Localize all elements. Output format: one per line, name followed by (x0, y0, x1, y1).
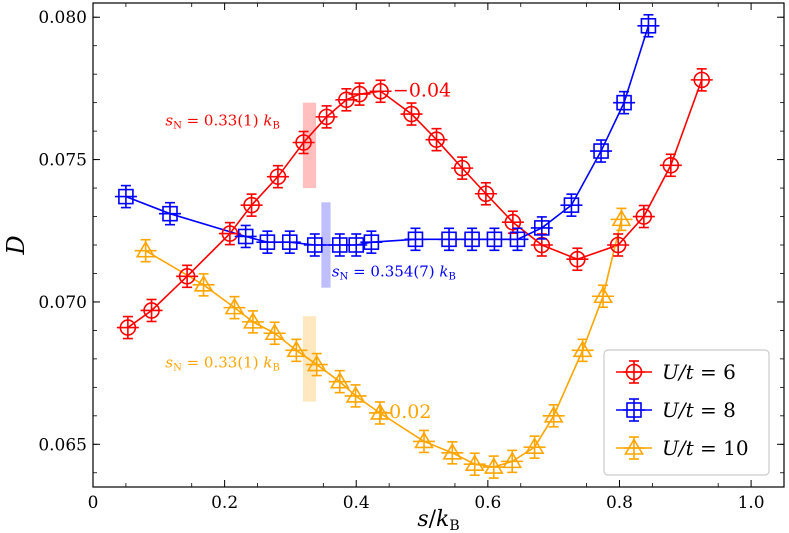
transition-band-0 (302, 102, 317, 189)
data-point-2-11 (441, 441, 464, 465)
data-point-0-19 (632, 204, 655, 229)
data-point-0-3 (218, 221, 241, 246)
data-point-0-20 (659, 153, 682, 178)
data-point-2-9 (368, 401, 391, 425)
data-point-2-1 (192, 273, 215, 297)
data-point-2-12 (463, 452, 486, 477)
x-axis-label: s/kB (417, 507, 459, 533)
legend-label-1: U/t = 8 (662, 398, 736, 422)
data-point-0-12 (425, 127, 448, 152)
data-point-1-14 (530, 216, 553, 240)
sn-label-u6: sN = 0.33(1) kB (165, 111, 279, 131)
data-point-0-7 (315, 105, 338, 129)
y-tick-label-0: 0.065 (38, 435, 87, 455)
legend-box (603, 349, 770, 476)
data-point-0-21 (690, 68, 713, 92)
data-point-2-16 (542, 404, 565, 428)
data-point-2-0 (134, 238, 157, 263)
legend-label-0: U/t = 6 (662, 360, 736, 384)
data-point-2-5 (285, 338, 308, 363)
data-point-0-13 (451, 156, 474, 180)
data-point-1-2 (234, 224, 257, 249)
data-point-1-1 (158, 201, 181, 226)
data-point-0-0 (116, 315, 139, 340)
data-point-1-16 (590, 139, 613, 163)
data-point-1-9 (404, 227, 427, 252)
y-tick-label-3: 0.080 (38, 8, 87, 28)
x-tick-label-5: 1.0 (738, 493, 765, 513)
data-point-1-4 (278, 230, 301, 254)
legend-marker-1 (623, 398, 645, 422)
data-point-2-10 (413, 429, 436, 454)
data-point-0-11 (400, 102, 423, 126)
y-tick-label-1: 0.070 (38, 293, 87, 313)
legend-item-0: U/t = 6 (616, 360, 736, 384)
sn-label-u10: sN = 0.33(1) kB (165, 353, 279, 373)
y-axis-label: D (2, 235, 30, 255)
x-tick-label-2: 0.4 (343, 493, 370, 513)
data-point-2-8 (344, 384, 367, 408)
data-point-0-6 (292, 130, 315, 155)
series-line-2 (145, 219, 623, 468)
x-tick-label-0: 0 (88, 493, 99, 513)
offset-label-u6: −0.04 (393, 79, 451, 101)
data-point-2-7 (328, 369, 351, 394)
data-point-1-18 (637, 13, 660, 38)
data-point-2-4 (263, 321, 286, 346)
data-point-0-15 (501, 210, 524, 235)
data-point-1-5 (303, 233, 326, 257)
legend-item-2: U/t = 10 (616, 436, 749, 460)
offset-label-u10: +0.02 (373, 401, 431, 423)
data-point-0-1 (140, 298, 163, 323)
data-point-1-13 (506, 227, 529, 252)
data-point-1-15 (560, 193, 583, 217)
data-point-2-17 (571, 338, 594, 363)
data-point-0-18 (607, 233, 630, 257)
data-point-0-2 (176, 264, 199, 289)
data-point-2-14 (501, 449, 524, 474)
data-point-2-3 (241, 310, 264, 334)
data-point-2-2 (223, 295, 246, 320)
data-point-2-6 (305, 352, 328, 377)
legend-label-2: U/t = 10 (662, 436, 749, 460)
x-tick-label-4: 0.8 (606, 493, 633, 513)
data-point-0-10 (369, 79, 392, 104)
sn-label-u8: sN = 0.354(7) kB (332, 262, 456, 282)
data-point-2-19 (610, 207, 633, 232)
data-point-1-7 (345, 233, 368, 257)
x-tick-label-3: 0.6 (474, 493, 501, 513)
data-point-0-4 (240, 193, 263, 217)
data-point-1-12 (483, 227, 506, 252)
legend-marker-0 (623, 360, 645, 384)
data-point-1-10 (438, 227, 461, 252)
data-point-1-3 (256, 230, 279, 254)
legend-item-1: U/t = 8 (616, 398, 736, 422)
data-point-0-17 (566, 247, 589, 272)
x-tick-label-1: 0.2 (211, 493, 238, 513)
data-point-0-14 (474, 181, 497, 206)
y-tick-label-2: 0.075 (38, 151, 87, 171)
data-point-2-15 (523, 435, 546, 459)
data-point-1-11 (461, 227, 484, 252)
data-point-0-9 (348, 82, 371, 106)
data-point-2-18 (592, 284, 615, 309)
data-point-1-17 (613, 90, 636, 115)
data-point-1-0 (114, 184, 137, 209)
data-point-2-13 (482, 455, 505, 479)
data-point-0-5 (266, 164, 289, 189)
series-line-0 (127, 79, 703, 329)
data-point-1-8 (360, 230, 383, 254)
legend-marker-2 (623, 436, 645, 460)
